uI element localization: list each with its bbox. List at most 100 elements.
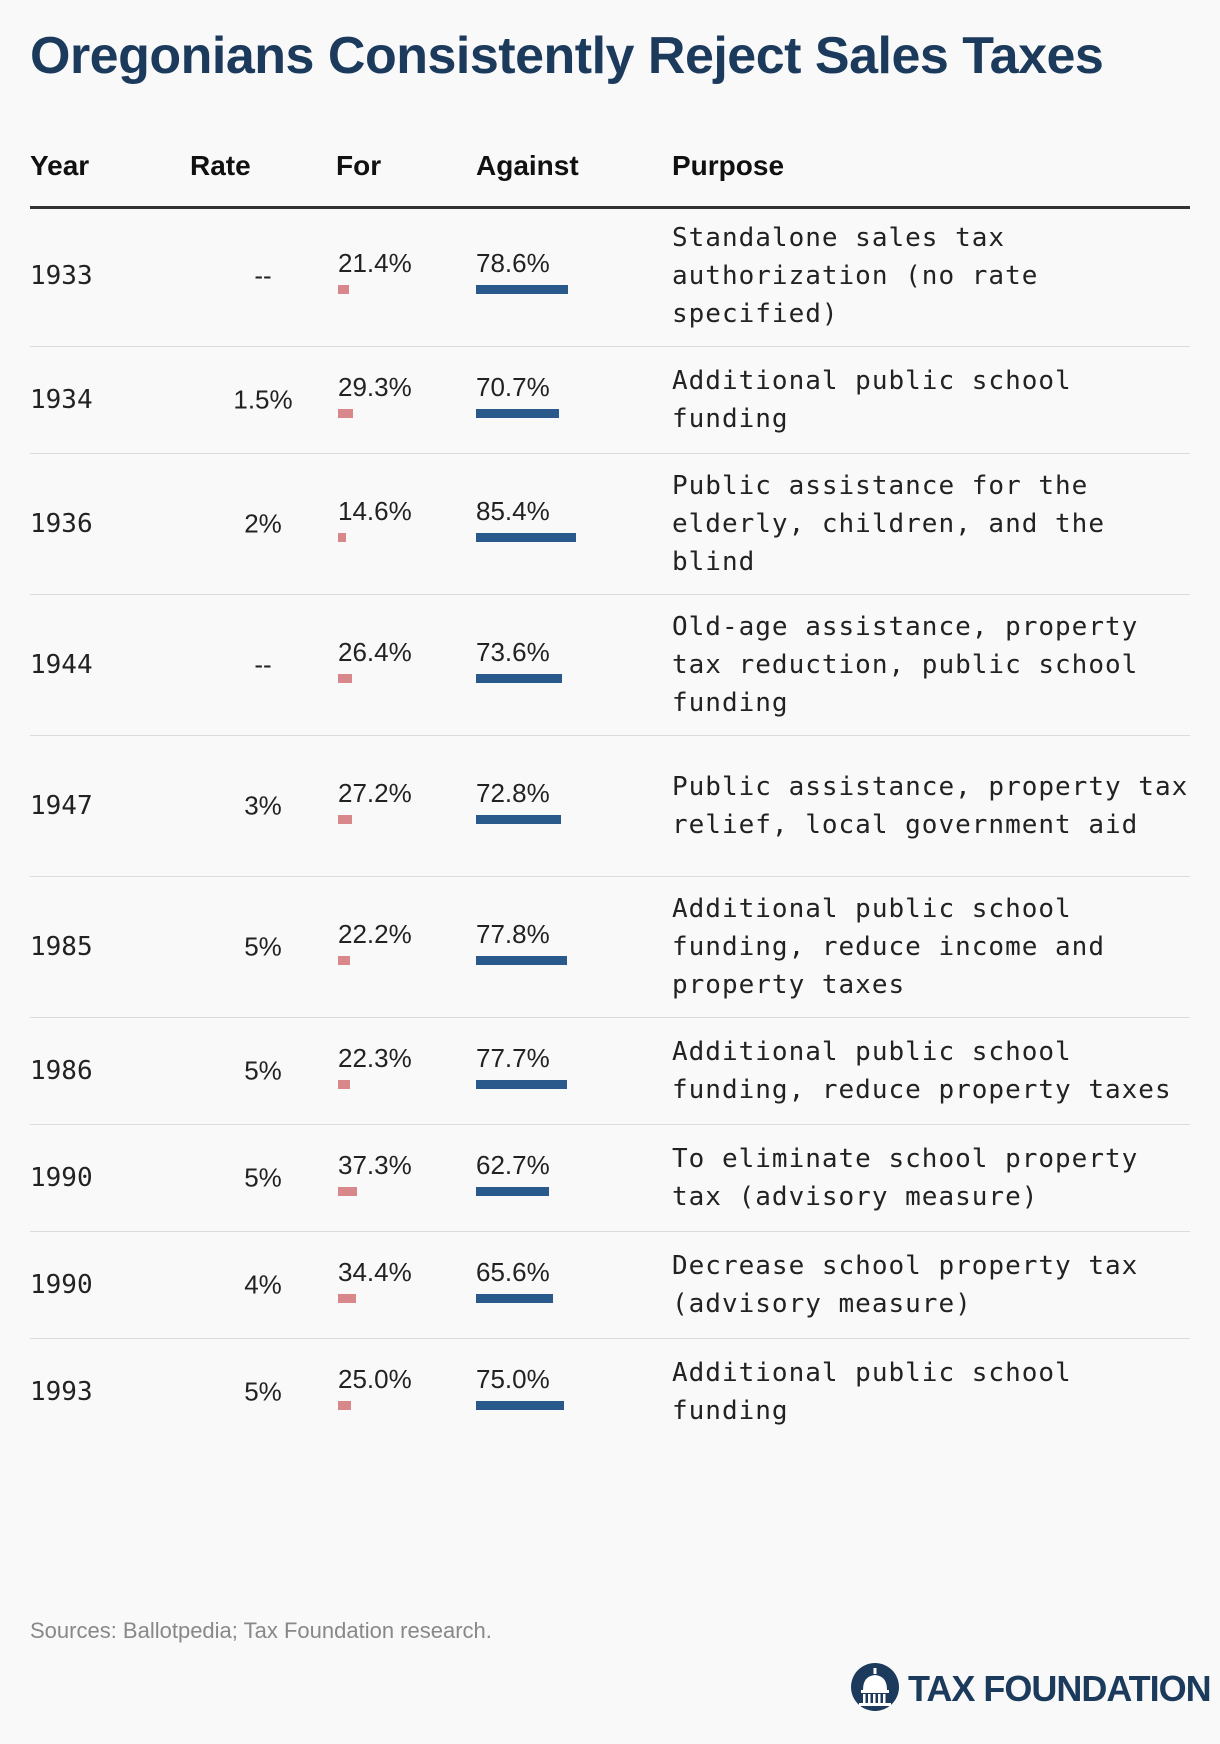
- for-value: 29.3%: [338, 372, 412, 402]
- purpose-cell: To eliminate school property tax (adviso…: [672, 1144, 1139, 1212]
- purpose-cell: Additional public school funding, reduce…: [672, 894, 1105, 1000]
- purpose-cell: Standalone sales tax authorization (no r…: [672, 223, 1039, 329]
- header-year: Year: [30, 150, 90, 181]
- purpose-cell: Additional public school funding: [672, 1358, 1072, 1426]
- year-cell: 1986: [30, 1056, 93, 1086]
- rate-cell: --: [254, 260, 272, 291]
- purpose-cell: Additional public school funding, reduce…: [672, 1037, 1172, 1105]
- for-value: 14.6%: [338, 496, 412, 526]
- source-note: Sources: Ballotpedia; Tax Foundation res…: [30, 1618, 492, 1643]
- table-row: 1993 5% 25.0% 75.0% Additional public school…: [30, 1339, 1190, 1445]
- for-bar: [338, 1294, 356, 1303]
- for-bar: [338, 674, 352, 683]
- table-row: 1986 5% 22.3% 77.7% Additional public school…: [30, 1018, 1190, 1125]
- for-value: 37.3%: [338, 1150, 412, 1180]
- tax-foundation-logo: TAX FOUNDATION: [850, 1662, 1212, 1712]
- against-cell: 73.6%: [476, 637, 563, 693]
- year-cell: 1985: [30, 932, 93, 962]
- table-header: Year Rate For Against Purpose: [30, 150, 1190, 209]
- for-value: 21.4%: [338, 248, 412, 278]
- header-purpose: Purpose: [672, 150, 785, 181]
- table-row: 1990 5% 37.3% 62.7% To eliminate school prop…: [30, 1125, 1190, 1232]
- for-cell: 22.3%: [338, 1043, 412, 1099]
- against-cell: 72.8%: [476, 778, 562, 834]
- for-bar: [338, 533, 346, 542]
- table-row: 1936 2% 14.6% 85.4% Public assistance for th…: [30, 454, 1190, 595]
- purpose-cell: Public assistance, property tax relief, …: [672, 772, 1189, 840]
- year-cell: 1993: [30, 1377, 93, 1407]
- purpose-cell: Additional public school funding: [672, 366, 1072, 434]
- year-cell: 1990: [30, 1270, 93, 1300]
- rate-cell: 3%: [244, 790, 282, 821]
- against-cell: 62.7%: [476, 1150, 550, 1206]
- year-cell: 1990: [30, 1163, 93, 1193]
- against-value: 62.7%: [476, 1150, 550, 1180]
- purpose-cell: Public assistance for the elderly, child…: [672, 471, 1105, 577]
- against-bar: [476, 1080, 567, 1089]
- table-row: 1933 -- 21.4% 78.6% Standalone sales tax aut…: [30, 206, 1190, 347]
- for-bar: [338, 1187, 358, 1196]
- against-value: 70.7%: [476, 372, 550, 402]
- against-bar: [476, 285, 568, 294]
- logo-text: TAX FOUNDATION: [908, 1668, 1212, 1709]
- against-bar: [476, 1187, 550, 1196]
- for-cell: 14.6%: [338, 496, 412, 552]
- table-row: 1990 4% 34.4% 65.6% Decrease school property…: [30, 1232, 1190, 1339]
- for-bar: [338, 285, 350, 294]
- against-cell: 77.7%: [476, 1043, 567, 1099]
- against-value: 85.4%: [476, 496, 550, 526]
- table-row: 1934 1.5% 29.3% 70.7% Additional public scho…: [30, 347, 1190, 454]
- against-cell: 85.4%: [476, 496, 576, 552]
- against-bar: [476, 409, 559, 418]
- for-cell: 26.4%: [338, 637, 412, 693]
- for-bar: [338, 1401, 351, 1410]
- purpose-cell: Old-age assistance, property tax reducti…: [672, 612, 1139, 718]
- rate-cell: 5%: [244, 1162, 282, 1193]
- against-bar: [476, 1401, 564, 1410]
- against-value: 65.6%: [476, 1257, 550, 1287]
- header-against: Against: [476, 150, 579, 181]
- purpose-cell: Decrease school property tax (advisory m…: [672, 1251, 1139, 1319]
- rate-cell: 1.5%: [233, 384, 293, 415]
- against-cell: 65.6%: [476, 1257, 553, 1313]
- year-cell: 1936: [30, 509, 93, 539]
- year-cell: 1947: [30, 791, 93, 821]
- for-bar: [338, 409, 354, 418]
- table-row: 1944 -- 26.4% 73.6% Old-age assistance, prop…: [30, 595, 1190, 736]
- rate-cell: 5%: [244, 931, 282, 962]
- capitol-dome-icon: [851, 1663, 899, 1711]
- table-body: 1933 -- 21.4% 78.6% Standalone sales tax aut…: [30, 206, 1190, 1445]
- for-value: 25.0%: [338, 1364, 412, 1394]
- for-cell: 29.3%: [338, 372, 412, 428]
- year-cell: 1934: [30, 385, 93, 415]
- against-bar: [476, 1294, 553, 1303]
- rate-cell: 4%: [244, 1269, 282, 1300]
- against-cell: 78.6%: [476, 248, 568, 304]
- against-bar: [476, 674, 563, 683]
- for-cell: 22.2%: [338, 919, 412, 975]
- year-cell: 1933: [30, 261, 93, 291]
- against-cell: 75.0%: [476, 1364, 564, 1420]
- against-value: 73.6%: [476, 637, 550, 667]
- for-bar: [338, 815, 353, 824]
- for-bar: [338, 956, 350, 965]
- against-bar: [476, 815, 562, 824]
- for-cell: 27.2%: [338, 778, 412, 834]
- for-bar: [338, 1080, 350, 1089]
- for-value: 26.4%: [338, 637, 412, 667]
- for-value: 22.2%: [338, 919, 412, 949]
- for-value: 27.2%: [338, 778, 412, 808]
- for-cell: 21.4%: [338, 248, 412, 304]
- page-title: Oregonians Consistently Reject Sales Tax…: [30, 27, 1104, 85]
- against-value: 77.8%: [476, 919, 550, 949]
- for-value: 34.4%: [338, 1257, 412, 1287]
- for-cell: 25.0%: [338, 1364, 412, 1420]
- against-value: 72.8%: [476, 778, 550, 808]
- year-cell: 1944: [30, 650, 93, 680]
- against-cell: 77.8%: [476, 919, 568, 975]
- for-cell: 37.3%: [338, 1150, 412, 1206]
- against-cell: 70.7%: [476, 372, 559, 428]
- rate-cell: 2%: [244, 508, 282, 539]
- header-for: For: [336, 150, 382, 181]
- for-value: 22.3%: [338, 1043, 412, 1073]
